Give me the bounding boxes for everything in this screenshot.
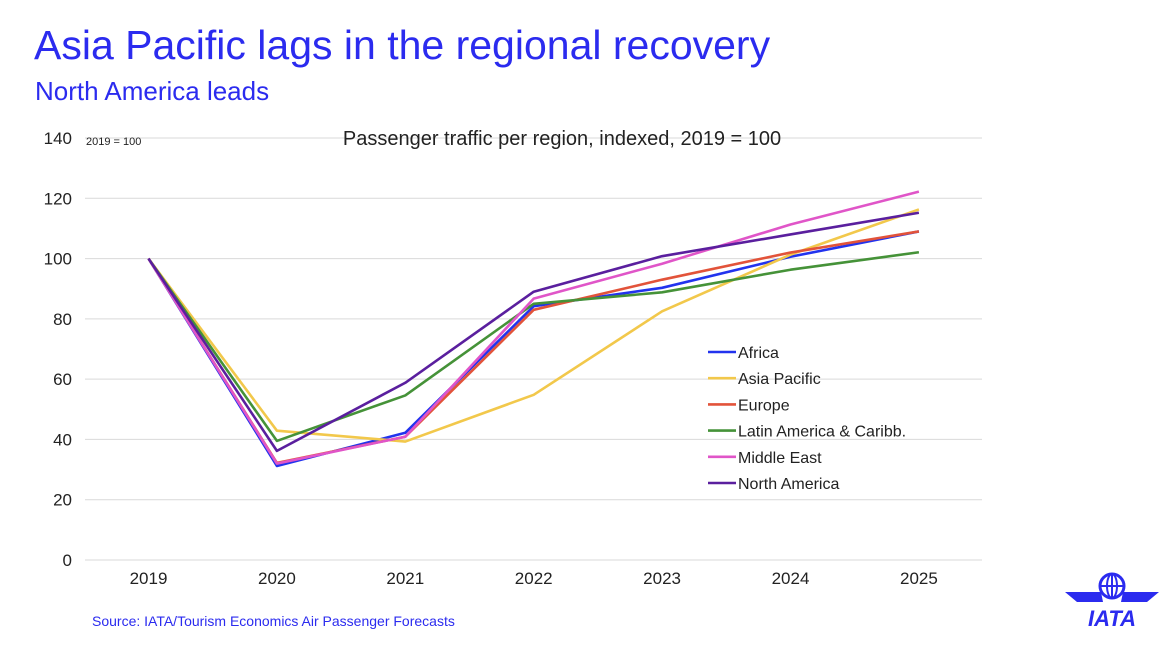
x-tick-label: 2025 [900,569,938,588]
y-tick-label: 20 [53,491,72,510]
source-note: Source: IATA/Tourism Economics Air Passe… [92,613,455,629]
legend-label: Africa [738,345,779,362]
legend-label: Middle East [738,450,822,467]
page-title: Asia Pacific lags in the regional recove… [34,22,771,68]
chart-title: Passenger traffic per region, indexed, 2… [343,128,781,150]
page-subtitle: North America leads [35,76,270,106]
x-tick-label: 2022 [515,569,553,588]
legend-label: Asia Pacific [738,371,821,388]
legend-label: Europe [738,397,790,414]
legend-label: Latin America & Caribb. [738,424,906,441]
legend-label: North America [738,476,839,493]
y-tick-label: 100 [44,250,72,269]
x-tick-label: 2021 [386,569,424,588]
x-tick-label: 2023 [643,569,681,588]
x-tick-label: 2024 [772,569,810,588]
x-tick-label: 2019 [130,569,168,588]
y-axis-label: 2019 = 100 [86,136,141,148]
series-line-asia-pacific [147,208,920,443]
y-tick-label: 80 [53,310,72,329]
svg-text:IATA: IATA [1088,606,1136,630]
iata-logo: IATA [1063,570,1163,635]
y-tick-label: 140 [44,129,72,148]
y-tick-label: 0 [63,551,72,570]
y-tick-label: 60 [53,370,72,389]
y-tick-label: 120 [44,189,72,208]
x-tick-label: 2020 [258,569,296,588]
y-tick-label: 40 [53,430,72,449]
